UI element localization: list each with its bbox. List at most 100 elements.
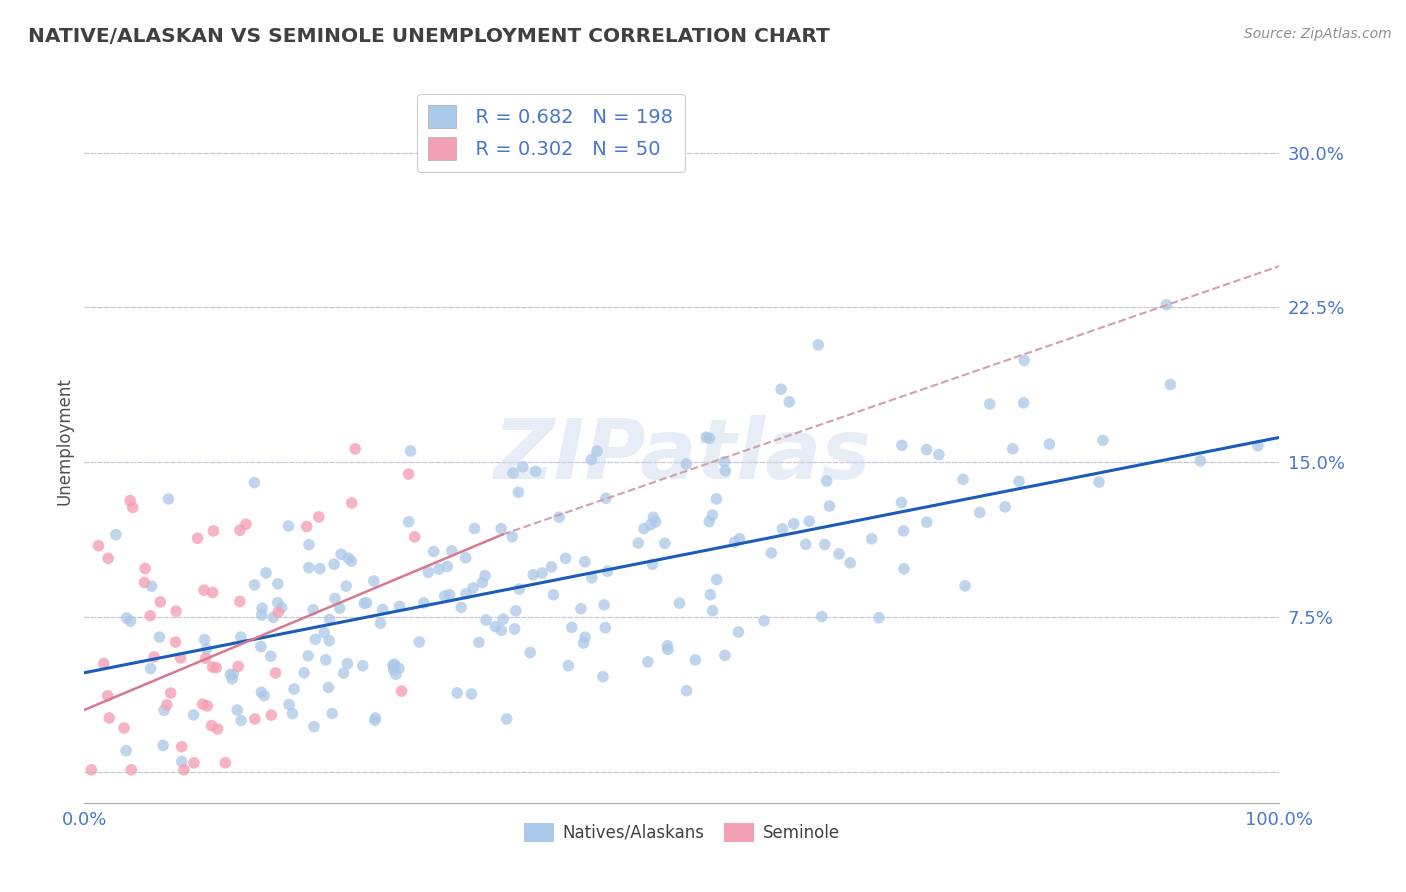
Point — [1012, 396, 1035, 410]
Point — [783, 516, 806, 531]
Point — [1189, 454, 1212, 468]
Point — [761, 546, 783, 560]
Point — [260, 708, 283, 723]
Point — [893, 562, 915, 576]
Point — [157, 491, 180, 506]
Point — [839, 556, 862, 570]
Point — [159, 686, 181, 700]
Point — [214, 756, 236, 770]
Point — [503, 622, 526, 636]
Point — [1012, 353, 1035, 368]
Point — [675, 683, 697, 698]
Point — [561, 620, 583, 634]
Point — [364, 714, 387, 728]
Point — [860, 532, 883, 546]
Point — [243, 712, 266, 726]
Point — [183, 756, 205, 770]
Point — [404, 530, 426, 544]
Point — [388, 661, 411, 675]
Point — [531, 566, 554, 580]
Point — [408, 635, 430, 649]
Point — [446, 686, 468, 700]
Point — [318, 612, 340, 626]
Text: Source: ZipAtlas.com: Source: ZipAtlas.com — [1244, 27, 1392, 41]
Point — [772, 522, 794, 536]
Point — [385, 667, 408, 681]
Point — [1159, 377, 1181, 392]
Point — [329, 601, 352, 615]
Point — [187, 531, 209, 545]
Point — [315, 653, 337, 667]
Point — [221, 672, 243, 686]
Point — [112, 721, 135, 735]
Point — [336, 657, 359, 671]
Point — [418, 565, 440, 579]
Point — [194, 651, 217, 665]
Point — [277, 519, 299, 533]
Point — [170, 739, 193, 754]
Point — [699, 588, 721, 602]
Point — [195, 642, 218, 657]
Point — [596, 564, 619, 578]
Point — [953, 579, 976, 593]
Point — [495, 712, 517, 726]
Point — [778, 395, 800, 409]
Point — [149, 595, 172, 609]
Point — [165, 635, 187, 649]
Point — [97, 689, 120, 703]
Point — [713, 455, 735, 469]
Point — [969, 506, 991, 520]
Point — [633, 522, 655, 536]
Point — [337, 551, 360, 566]
Point — [695, 430, 717, 444]
Point — [302, 720, 325, 734]
Point — [295, 519, 318, 533]
Point — [243, 475, 266, 490]
Point — [222, 667, 245, 681]
Point — [165, 604, 187, 618]
Point — [915, 515, 938, 529]
Point — [586, 444, 609, 458]
Point — [169, 651, 191, 665]
Point — [794, 537, 817, 551]
Point — [440, 544, 463, 558]
Point — [323, 591, 346, 606]
Point — [153, 703, 176, 717]
Point — [540, 560, 562, 574]
Point — [1008, 475, 1031, 489]
Point — [814, 537, 837, 551]
Point — [266, 596, 288, 610]
Point — [120, 493, 142, 508]
Point — [581, 571, 603, 585]
Point — [344, 442, 367, 456]
Point — [640, 517, 662, 532]
Point — [318, 681, 340, 695]
Point — [548, 510, 571, 524]
Point — [436, 559, 458, 574]
Point — [627, 536, 650, 550]
Point — [298, 538, 321, 552]
Point — [890, 495, 912, 509]
Point — [501, 530, 523, 544]
Point — [657, 642, 679, 657]
Legend: Natives/Alaskans, Seminole: Natives/Alaskans, Seminole — [517, 816, 846, 848]
Point — [243, 578, 266, 592]
Point — [191, 698, 214, 712]
Point — [250, 601, 273, 615]
Point — [524, 465, 547, 479]
Point — [219, 667, 242, 681]
Point — [156, 698, 179, 712]
Point — [356, 596, 378, 610]
Point — [657, 639, 679, 653]
Point — [569, 601, 592, 615]
Point — [260, 649, 283, 664]
Point — [433, 589, 456, 603]
Point — [371, 602, 394, 616]
Point — [250, 607, 273, 622]
Point — [302, 603, 325, 617]
Point — [143, 649, 166, 664]
Text: ZIPatlas: ZIPatlas — [494, 416, 870, 497]
Point — [323, 558, 346, 572]
Text: NATIVE/ALASKAN VS SEMINOLE UNEMPLOYMENT CORRELATION CHART: NATIVE/ALASKAN VS SEMINOLE UNEMPLOYMENT … — [28, 27, 830, 45]
Point — [706, 573, 728, 587]
